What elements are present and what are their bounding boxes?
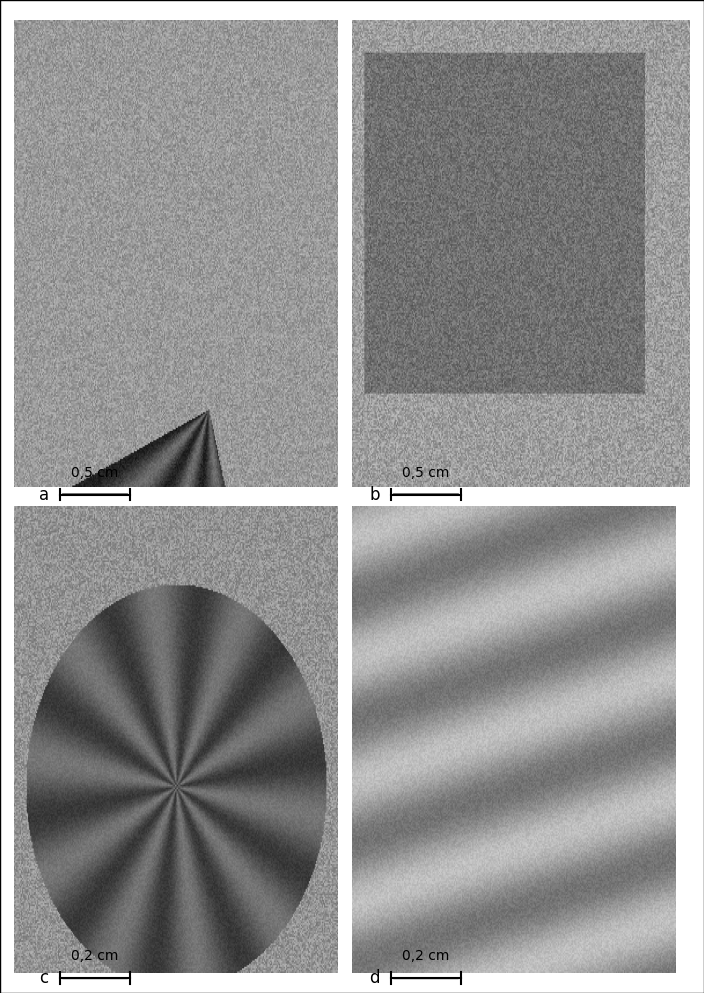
Text: 0,2 cm: 0,2 cm — [71, 949, 119, 963]
Text: 0,5 cm: 0,5 cm — [402, 466, 450, 480]
Text: d: d — [370, 969, 380, 987]
Text: a: a — [39, 486, 49, 503]
Text: b: b — [370, 486, 380, 503]
Text: 0,5 cm: 0,5 cm — [71, 466, 119, 480]
Text: c: c — [39, 969, 48, 987]
Text: 0,2 cm: 0,2 cm — [402, 949, 450, 963]
